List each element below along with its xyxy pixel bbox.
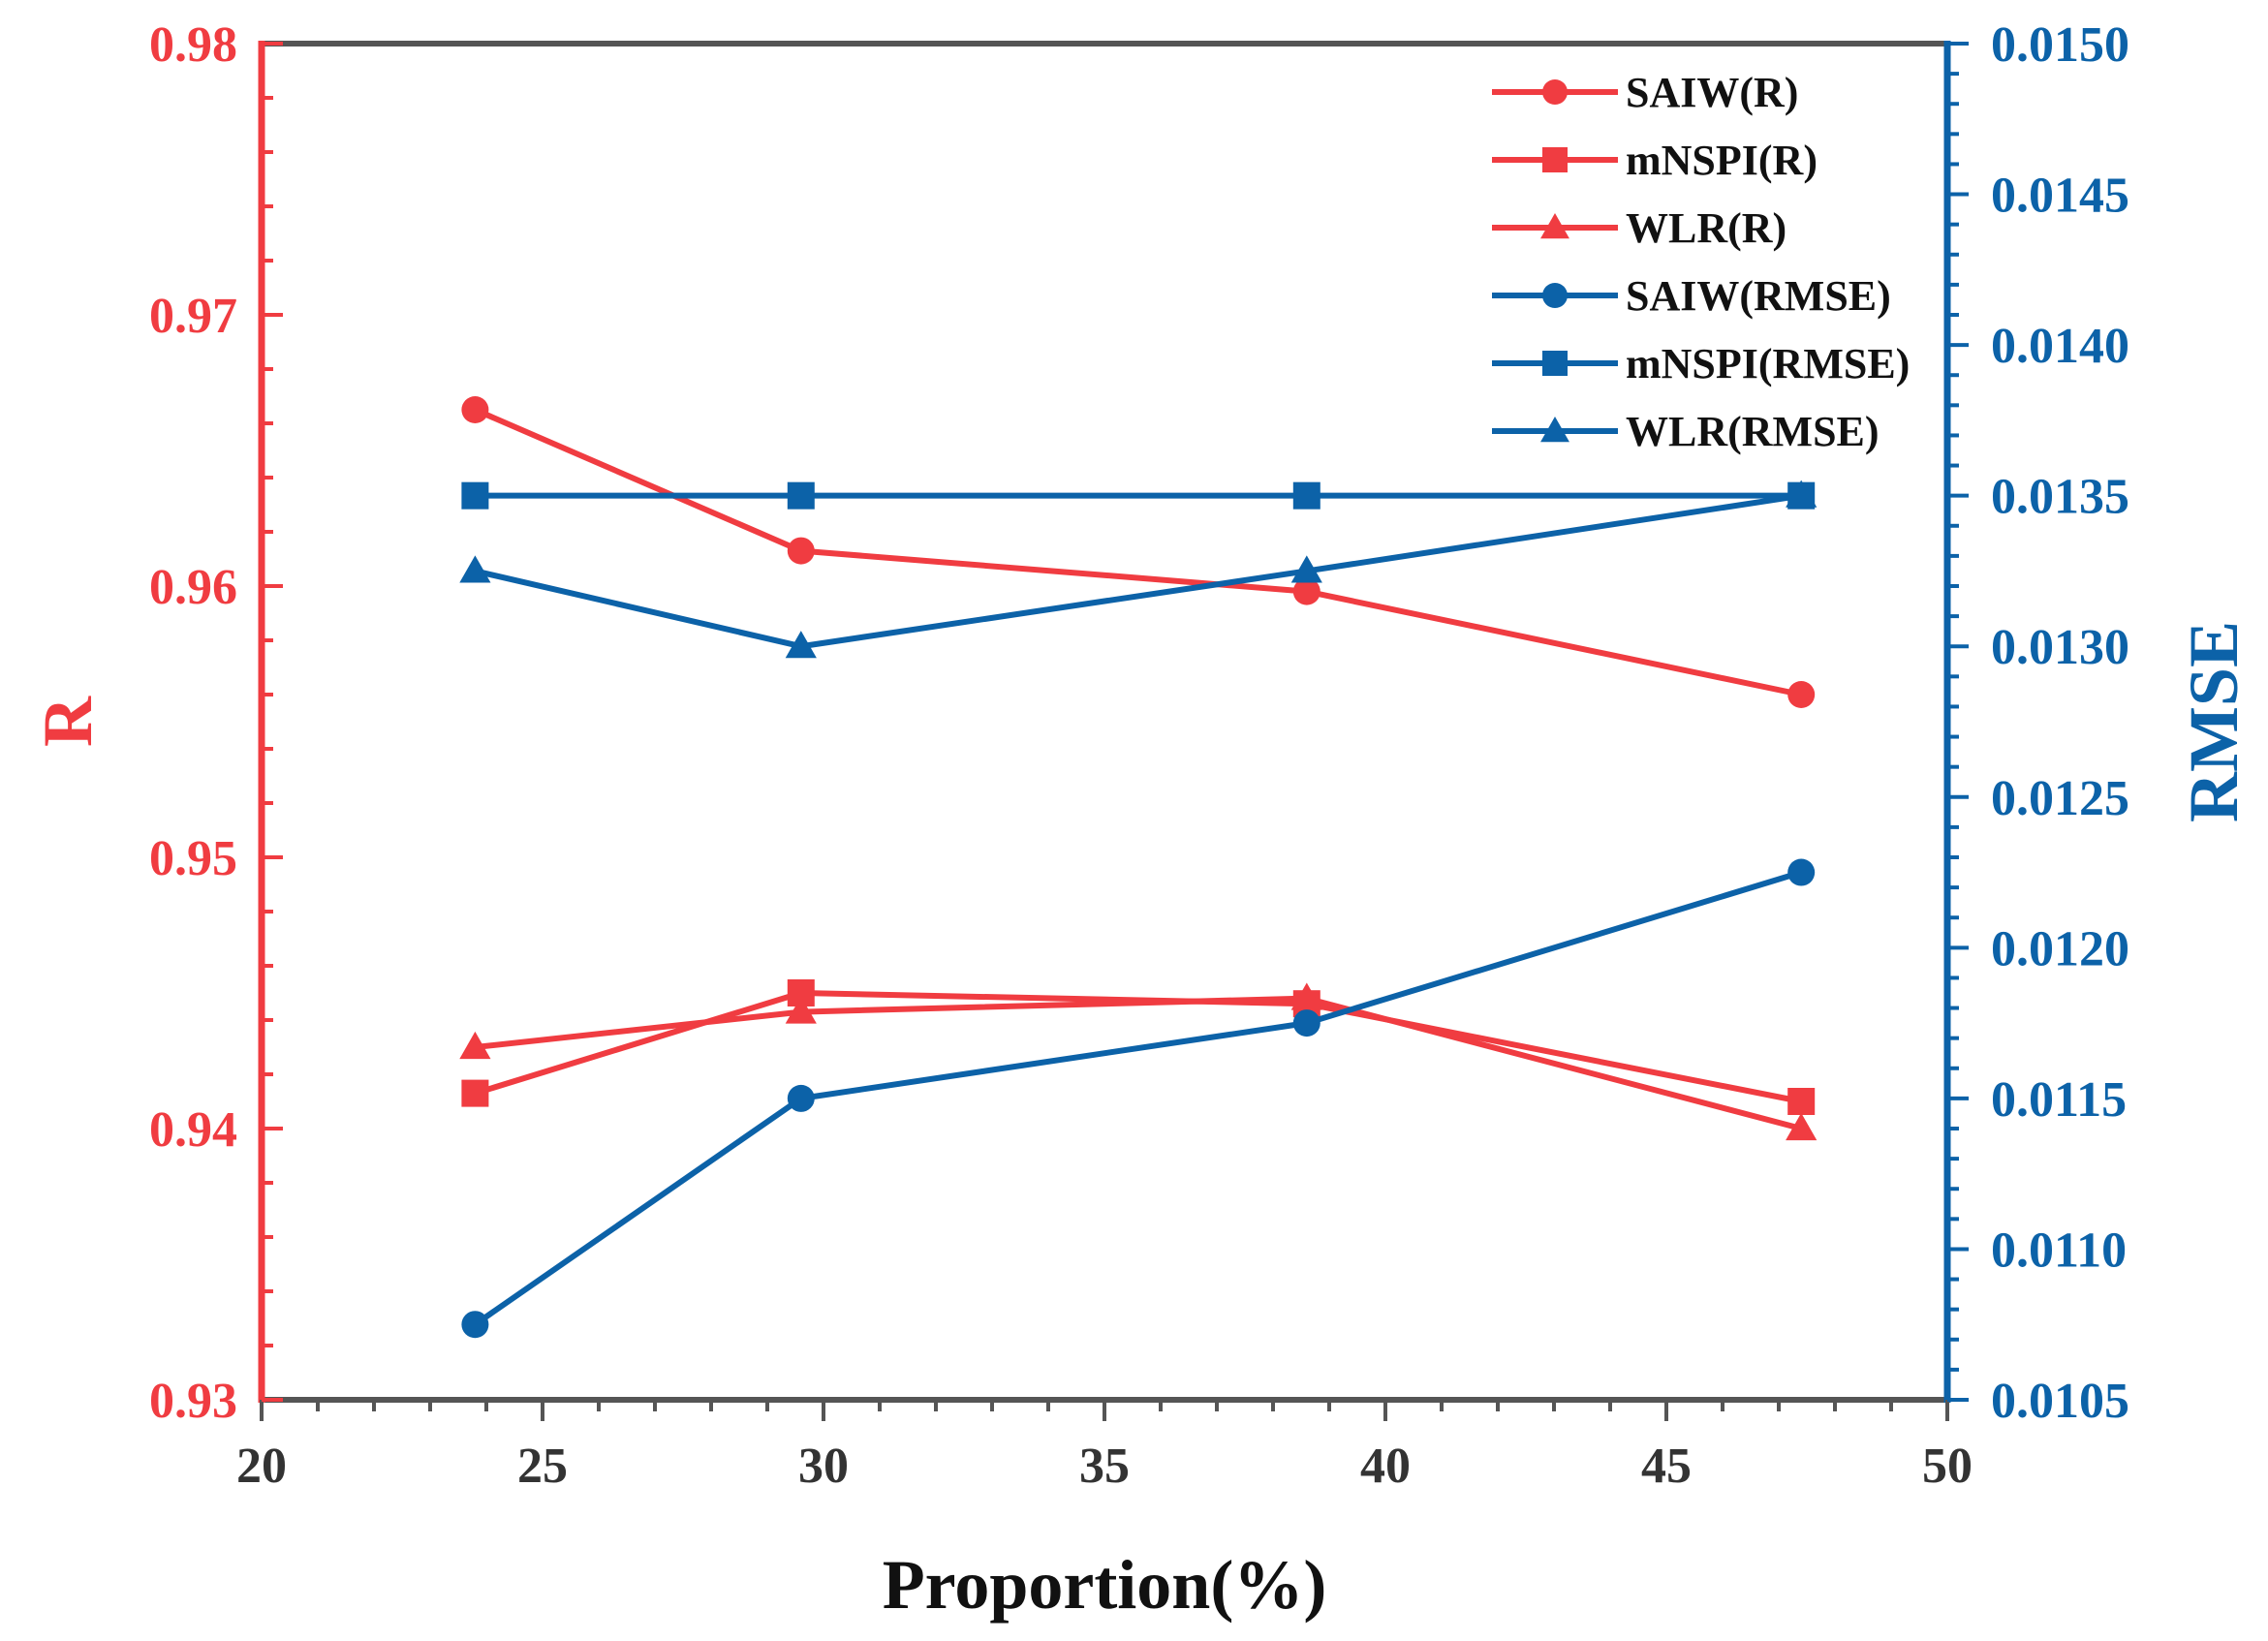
data-point bbox=[1292, 481, 1320, 510]
legend-item: SAIW(R) bbox=[1492, 69, 1798, 116]
series-mNSPI(R) bbox=[461, 979, 1816, 1115]
data-point bbox=[785, 631, 817, 659]
data-point bbox=[1787, 1088, 1816, 1115]
y-right-tick-label: 0.0140 bbox=[1991, 319, 2129, 374]
y-right-tick-label: 0.0135 bbox=[1991, 470, 2129, 525]
data-point bbox=[785, 996, 817, 1024]
data-point bbox=[787, 481, 815, 510]
data-point bbox=[1292, 577, 1320, 605]
legend-item: SAIW(RMSE) bbox=[1492, 272, 1891, 320]
y-axis-left-title: R bbox=[29, 696, 107, 747]
legend-label: mNSPI(RMSE) bbox=[1626, 340, 1910, 387]
y-left-tick-label: 0.93 bbox=[149, 1374, 237, 1429]
legend-marker bbox=[1540, 417, 1569, 443]
data-point bbox=[1292, 1009, 1320, 1037]
data-point bbox=[1786, 1112, 1818, 1141]
series-SAIW(R) bbox=[461, 396, 1816, 708]
x-axis-title: Proportion(%) bbox=[883, 1546, 1327, 1624]
legend-marker bbox=[1542, 79, 1568, 105]
y-left-tick-label: 0.96 bbox=[149, 560, 237, 615]
data-point bbox=[461, 1311, 489, 1339]
legend-label: WLR(RMSE) bbox=[1626, 408, 1880, 455]
data-point bbox=[1787, 858, 1816, 886]
y-right-tick-label: 0.0125 bbox=[1991, 771, 2129, 826]
x-tick-label: 50 bbox=[1922, 1439, 1973, 1494]
y-left-tick-label: 0.94 bbox=[149, 1102, 237, 1158]
series-line bbox=[473, 869, 1803, 1327]
legend-marker bbox=[1542, 351, 1568, 376]
series-SAIW(RMSE) bbox=[461, 858, 1816, 1339]
y-axis-right-title: RMSE bbox=[2175, 621, 2252, 822]
legend-label: mNSPI(R) bbox=[1626, 137, 1818, 184]
data-point bbox=[787, 537, 815, 565]
data-point bbox=[1787, 681, 1816, 708]
y-right-tick-label: 0.0145 bbox=[1991, 169, 2129, 224]
data-point bbox=[459, 555, 491, 583]
legend: SAIW(R) mNSPI(R) WLR(R) SAIW(RMSE) mNSPI(RMS… bbox=[1492, 69, 1910, 455]
x-tick-label: 45 bbox=[1641, 1439, 1692, 1494]
series-line bbox=[474, 407, 1802, 697]
series-WLR(RMSE) bbox=[459, 480, 1818, 659]
legend-label: SAIW(RMSE) bbox=[1626, 272, 1891, 320]
x-tick-label: 35 bbox=[1079, 1439, 1130, 1494]
series-WLR(R) bbox=[459, 982, 1818, 1141]
legend-marker bbox=[1540, 213, 1569, 239]
legend-marker bbox=[1542, 283, 1568, 308]
x-axis: 20 25 30 35 40 45 50 bbox=[236, 1400, 1973, 1494]
x-tick-label: 25 bbox=[517, 1439, 568, 1494]
legend-item: mNSPI(RMSE) bbox=[1492, 340, 1910, 387]
data-point bbox=[461, 481, 489, 510]
legend-label: WLR(R) bbox=[1626, 204, 1786, 252]
data-point bbox=[1290, 982, 1322, 1010]
y-right-tick-label: 0.0130 bbox=[1991, 620, 2129, 675]
data-point bbox=[1786, 480, 1818, 508]
x-tick-label: 40 bbox=[1360, 1439, 1411, 1494]
series-layer bbox=[459, 396, 1818, 1339]
series-line bbox=[474, 492, 1802, 650]
data-point bbox=[461, 1079, 489, 1107]
y-right-tick-label: 0.0105 bbox=[1991, 1374, 2129, 1429]
y-axis-right: 0.0105 0.0110 0.0115 0.0120 0.0125 0.0130 0.01… bbox=[1947, 17, 2129, 1429]
data-point bbox=[1290, 555, 1322, 583]
y-right-tick-label: 0.0150 bbox=[1991, 17, 2129, 73]
x-tick-label: 30 bbox=[798, 1439, 849, 1494]
y-left-tick-label: 0.95 bbox=[149, 831, 237, 886]
series-line bbox=[474, 990, 1802, 1104]
y-left-tick-label: 0.98 bbox=[149, 17, 237, 73]
data-point bbox=[459, 1031, 491, 1060]
data-point bbox=[787, 1084, 815, 1112]
y-right-tick-label: 0.0110 bbox=[1991, 1223, 2127, 1278]
x-tick-label: 20 bbox=[236, 1439, 287, 1494]
y-right-tick-label: 0.0120 bbox=[1991, 921, 2129, 976]
legend-marker bbox=[1542, 147, 1568, 172]
data-point bbox=[461, 396, 489, 423]
y-left-tick-label: 0.97 bbox=[149, 289, 237, 344]
legend-item: WLR(RMSE) bbox=[1492, 408, 1880, 455]
y-axis-left: 0.93 0.94 0.95 0.96 0.97 0.98 bbox=[149, 17, 283, 1429]
legend-item: mNSPI(R) bbox=[1492, 137, 1818, 184]
series-line bbox=[475, 995, 1802, 1131]
legend-label: SAIW(R) bbox=[1626, 69, 1798, 116]
y-right-tick-label: 0.0115 bbox=[1991, 1072, 2127, 1128]
legend-item: WLR(R) bbox=[1492, 204, 1786, 252]
